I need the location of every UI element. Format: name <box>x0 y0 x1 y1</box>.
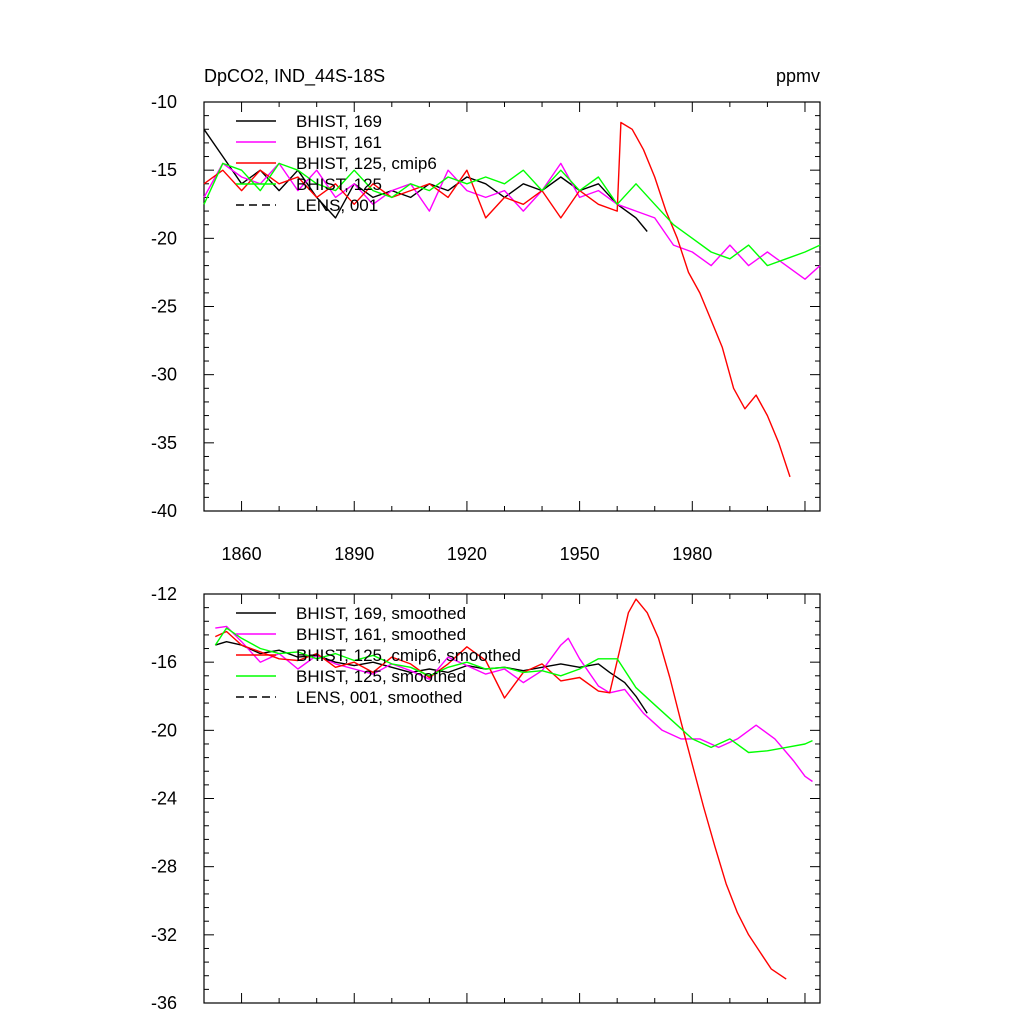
series-line-bhist-125-smoothed <box>214 627 813 754</box>
y-tick-label: -12 <box>151 584 177 604</box>
y-tick-label: -20 <box>151 228 177 248</box>
units-label: ppmv <box>776 66 820 86</box>
x-tick-label: 1950 <box>560 544 600 564</box>
legend-entry: BHIST, 125, cmip6, smoothed <box>296 646 521 665</box>
y-tick-label: -20 <box>151 720 177 740</box>
series-line-bhist-169 <box>203 128 648 232</box>
y-tick-label: -10 <box>151 92 177 112</box>
x-tick-label: 1860 <box>222 544 262 564</box>
y-tick-label: -30 <box>151 365 177 385</box>
legend-entry: BHIST, 125, cmip6 <box>296 154 437 173</box>
legend-entry: BHIST, 125, smoothed <box>296 667 466 686</box>
y-tick-label: -15 <box>151 160 177 180</box>
series-line-bhist-125-cmip6-smoothed <box>215 598 787 980</box>
y-tick-label: -24 <box>151 789 177 809</box>
x-tick-label: 1920 <box>447 544 487 564</box>
x-tick-label: 1890 <box>334 544 374 564</box>
legend-entry: LENS, 001, smoothed <box>296 688 462 707</box>
legend-entry: BHIST, 161 <box>296 133 382 152</box>
legend-entry: LENS, 001 <box>296 196 378 215</box>
x-tick-label: 1980 <box>672 544 712 564</box>
legend-entry: BHIST, 169, smoothed <box>296 604 466 623</box>
series-line-bhist-125-cmip6 <box>203 121 791 478</box>
y-tick-label: -36 <box>151 993 177 1013</box>
series-line-bhist-125 <box>203 162 821 267</box>
legend-entry: BHIST, 169 <box>296 112 382 131</box>
y-tick-label: -25 <box>151 297 177 317</box>
chart-title: DpCO2, IND_44S-18S <box>204 66 385 87</box>
legend-entry: BHIST, 125 <box>296 175 382 194</box>
y-tick-label: -35 <box>151 433 177 453</box>
top-panel: -10 -15 -20 -25 -30 -35 -40 1860 1890 1920 1950 198… <box>151 92 821 564</box>
y-tick-label: -16 <box>151 652 177 672</box>
y-tick-label: -40 <box>151 501 177 521</box>
bottom-panel: -12 -16 -20 -24 -28 -32 -36 BHIST, 169, smoothe… <box>151 584 821 1013</box>
legend-entry: BHIST, 161, smoothed <box>296 625 466 644</box>
y-tick-label: -32 <box>151 925 177 945</box>
y-tick-label: -28 <box>151 857 177 877</box>
